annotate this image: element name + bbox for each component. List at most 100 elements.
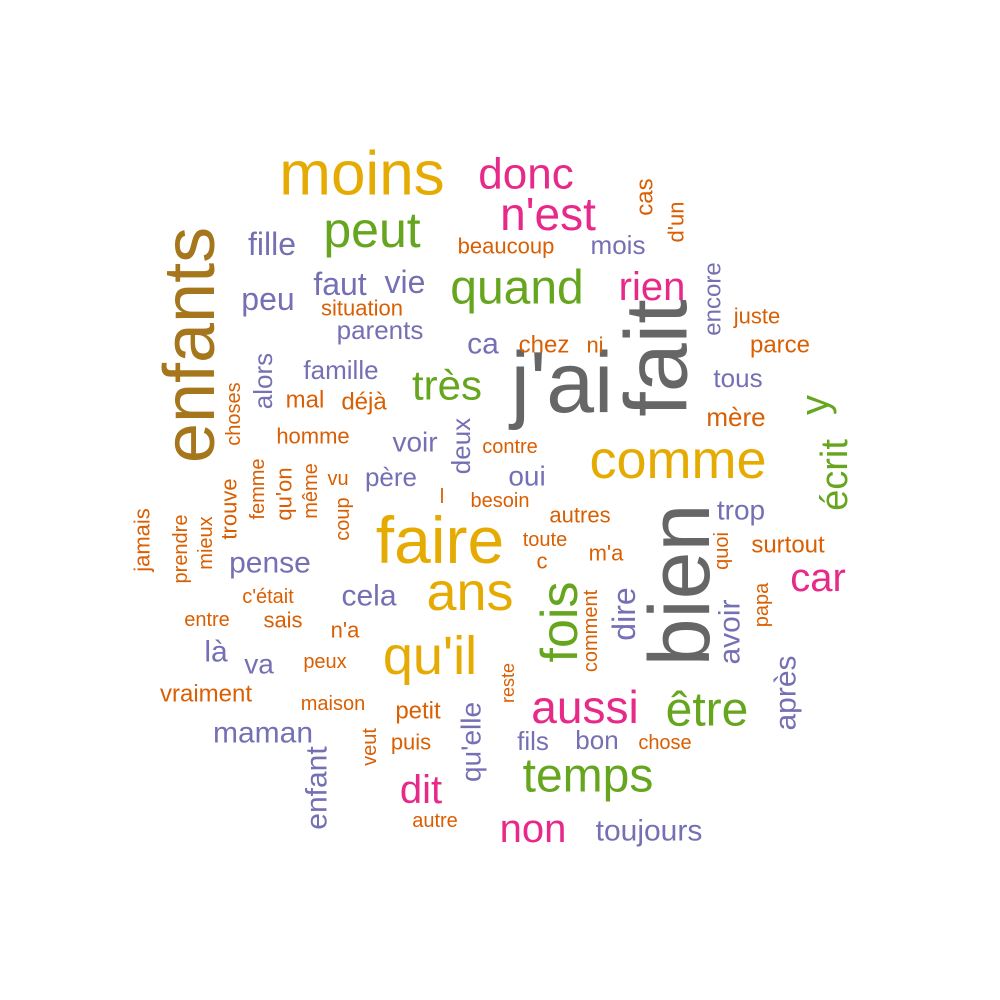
word-aussi: aussi bbox=[531, 681, 638, 733]
word-ans: ans bbox=[426, 562, 513, 622]
word-peut: peut bbox=[323, 202, 420, 258]
word-m-a: m'a bbox=[589, 541, 625, 566]
word-surtout: surtout bbox=[751, 532, 825, 559]
word-pense: pense bbox=[229, 547, 311, 580]
word-trop: trop bbox=[717, 495, 765, 526]
word-fils: fils bbox=[517, 726, 549, 756]
word-contre: contre bbox=[482, 436, 538, 458]
word-quoi: quoi bbox=[711, 532, 733, 570]
word-entre: entre bbox=[184, 609, 230, 631]
word-faire: faire bbox=[376, 503, 504, 577]
word-coup: coup bbox=[332, 497, 354, 540]
word-va: va bbox=[244, 649, 274, 680]
word-toute: toute bbox=[523, 529, 567, 551]
word-fois: fois bbox=[531, 582, 589, 663]
word-j-ai: j'ai bbox=[508, 335, 613, 431]
word-beaucoup: beaucoup bbox=[458, 234, 555, 259]
word-petit: petit bbox=[395, 698, 441, 725]
word-autre: autre bbox=[412, 810, 458, 832]
word-encore: encore bbox=[700, 262, 727, 335]
word-deux: deux bbox=[446, 418, 476, 474]
word-prendre: prendre bbox=[170, 515, 192, 584]
word-reste: reste bbox=[498, 663, 518, 703]
word-mal: mal bbox=[286, 387, 325, 414]
word-n-a: n'a bbox=[331, 618, 360, 643]
word-parents: parents bbox=[337, 315, 424, 345]
word-ni: ni bbox=[586, 333, 603, 358]
word-sais: sais bbox=[263, 608, 302, 633]
word-qu-on: qu'on bbox=[272, 467, 297, 520]
word-car: car bbox=[790, 556, 846, 600]
word-quand: quand bbox=[450, 262, 583, 315]
word-peu: peu bbox=[241, 281, 294, 317]
word-tous: tous bbox=[713, 363, 762, 393]
word-besoin: besoin bbox=[471, 490, 530, 512]
word-avoir: avoir bbox=[714, 599, 747, 664]
word-bon: bon bbox=[575, 725, 618, 755]
word-faut: faut bbox=[313, 266, 366, 302]
word-dit: dit bbox=[400, 768, 442, 812]
word-autres: autres bbox=[549, 503, 610, 528]
word-maison: maison bbox=[301, 693, 365, 715]
word-apres: après bbox=[770, 655, 803, 730]
word-non: non bbox=[500, 807, 567, 851]
word-y: y bbox=[793, 395, 837, 415]
word-comment: comment bbox=[580, 589, 602, 672]
word-voir: voir bbox=[392, 427, 437, 458]
word-trouve: trouve bbox=[217, 478, 242, 539]
word-chez: chez bbox=[519, 332, 570, 359]
word-cas: cas bbox=[632, 178, 659, 215]
word-l: l bbox=[440, 486, 444, 508]
word-enfants: enfants bbox=[150, 227, 230, 463]
word-meme: même bbox=[300, 463, 322, 519]
word-la: là bbox=[204, 636, 228, 669]
word-veut: veut bbox=[359, 728, 381, 766]
word-donc: donc bbox=[478, 150, 573, 199]
word-pere: père bbox=[365, 462, 417, 492]
word-enfant: enfant bbox=[301, 746, 334, 830]
word-ecrit: écrit bbox=[814, 439, 856, 511]
word-vraiment: vraiment bbox=[160, 681, 252, 708]
word-fait: fait bbox=[607, 299, 706, 416]
word-etre: être bbox=[666, 684, 749, 737]
word-jamais: jamais bbox=[130, 508, 155, 573]
word-juste: juste bbox=[733, 304, 780, 329]
word-choses: choses bbox=[223, 382, 245, 445]
word-papa: papa bbox=[751, 582, 773, 627]
word-tres: très bbox=[412, 362, 482, 409]
word-toujours: toujours bbox=[596, 815, 703, 848]
word-chose: chose bbox=[638, 732, 691, 754]
word-alors: alors bbox=[248, 353, 278, 409]
word-moins: moins bbox=[279, 140, 444, 209]
word-homme: homme bbox=[276, 424, 349, 449]
word-parce: parce bbox=[750, 332, 810, 359]
word-maman: maman bbox=[213, 717, 313, 750]
word-mois: mois bbox=[591, 230, 646, 260]
word-fille: fille bbox=[248, 226, 296, 262]
word-mieux: mieux bbox=[195, 516, 217, 569]
word-femme: femme bbox=[247, 458, 269, 519]
word-vu: vu bbox=[327, 468, 348, 490]
word-vie: vie bbox=[385, 264, 426, 300]
word-bien: bien bbox=[632, 504, 728, 667]
word-d-un: d'un bbox=[664, 202, 689, 243]
word-qu-elle: qu'elle bbox=[456, 702, 487, 782]
word-c: c bbox=[537, 549, 548, 574]
word-famille: famille bbox=[303, 355, 378, 385]
word-puis: puis bbox=[391, 730, 431, 755]
word-oui: oui bbox=[508, 461, 545, 492]
word-n-est: n'est bbox=[500, 188, 596, 240]
word-situation: situation bbox=[321, 296, 403, 321]
word-c-etait: c'était bbox=[242, 586, 294, 608]
word-mere: mère bbox=[706, 402, 765, 432]
word-dire: dire bbox=[606, 587, 642, 640]
word-ca: ca bbox=[467, 328, 499, 361]
word-rien: rien bbox=[619, 265, 686, 309]
word-peux: peux bbox=[303, 651, 346, 673]
word-comme: comme bbox=[589, 430, 766, 490]
word-cela: cela bbox=[341, 580, 396, 613]
word-deja: déjà bbox=[341, 389, 387, 416]
word-temps: temps bbox=[523, 750, 654, 803]
